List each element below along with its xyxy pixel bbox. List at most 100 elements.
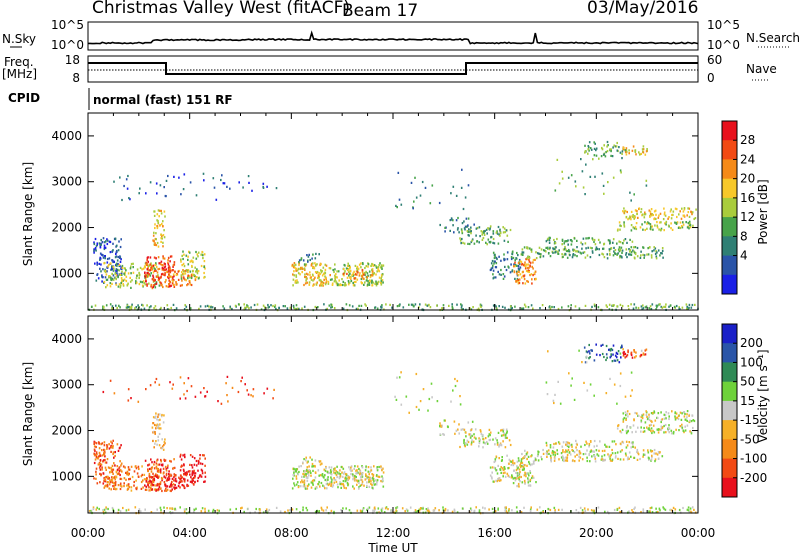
scatter-cell [664,214,667,217]
scatter-cell [237,303,240,306]
scatter-cell [112,260,114,264]
scatter-cell [592,450,594,453]
scatter-cell [140,480,143,484]
scatter-cell [147,266,149,269]
scatter-cell [116,264,118,267]
scatter-cell [640,430,642,433]
scatter-cell [519,480,521,483]
scatter-cell [611,452,614,455]
scatter-cell [295,475,298,478]
scatter-cell [296,307,299,310]
scatter-cell [644,306,647,309]
scatter-cell [128,478,130,481]
scatter-cell [115,470,118,473]
scatter-cell [252,388,255,391]
scatter-cell [193,511,195,514]
scatter-cell [516,474,519,477]
scatter-cell [586,351,589,354]
scatter-cell [163,481,166,484]
scatter-cell [177,278,180,281]
scatter-cell [106,458,109,461]
scatter-cell [467,421,470,424]
scatter-cell [623,146,625,149]
scatter-cell [529,471,532,474]
scatter-cell [157,413,160,416]
scatter-cell [165,285,168,288]
scatter-cell [500,429,502,432]
scatter-cell [329,481,331,484]
scatter-cell [653,431,656,434]
scatter-cell [674,411,677,414]
scatter-cell [189,473,191,476]
scatter-cell [268,508,271,512]
scatter-cell [344,264,346,267]
scatter-cell [524,455,526,458]
scatter-cell [683,208,686,211]
scatter-cell [195,464,198,467]
scatter-cell [444,226,446,229]
scatter-cell [254,511,256,514]
scatter-cell [303,479,306,482]
scatter-cell [512,256,515,260]
scatter-cell [301,307,303,310]
scatter-cell [693,217,695,221]
scatter-cell [647,451,650,454]
scatter-cell [104,476,107,479]
scatter-cell [182,257,184,261]
scatter-cell [613,508,616,512]
scatter-cell [528,460,530,464]
scatter-cell [380,509,383,513]
scatter-cell [379,262,381,265]
scatter-cell [626,150,628,153]
scatter-cell [202,172,205,175]
scatter-cell [547,449,550,452]
scatter-cell [348,509,351,512]
scatter-cell [279,510,282,513]
scatter-cell [344,282,346,285]
scatter-cell [642,246,645,249]
scatter-cell [268,305,270,309]
scatter-cell [339,284,342,287]
scatter-cell [368,270,371,273]
scatter-cell [656,453,659,456]
scatter-cell [463,242,466,245]
scatter-cell [515,476,518,479]
scatter-cell [631,149,634,152]
scatter-cell [203,387,205,390]
scatter-cell [497,242,500,245]
scatter-cell [473,242,476,245]
scatter-cell [372,273,375,276]
scatter-cell [466,439,469,442]
scatter-cell [160,209,162,212]
scatter-cell [179,397,181,400]
scatter-cell [183,473,185,476]
scatter-cell [147,468,149,471]
scatter-cell [374,306,377,309]
scatter-cell [198,460,200,463]
scatter-cell [112,444,114,448]
scatter-cell [117,255,119,259]
scatter-cell [267,303,269,307]
scatter-cell [645,184,648,187]
scatter-cell [570,243,573,246]
scatter-cell [101,468,103,471]
scatter-cell [305,474,307,477]
scatter-cell [324,474,326,477]
scatter-cell [361,262,364,265]
scatter-cell [165,279,167,282]
scatter-cell [333,468,336,471]
scatter-cell [365,279,368,282]
scatter-cell [148,472,151,476]
scatter-cell [628,457,630,460]
scatter-cell [618,506,621,509]
scatter-cell [428,397,431,401]
scatter-cell [570,443,573,446]
scatter-cell [686,419,688,422]
time-tick-label: 16:00 [477,526,512,540]
scatter-cell [366,481,368,484]
scatter-cell [679,226,682,230]
scatter-cell [111,506,114,510]
scatter-cell [600,155,603,158]
scatter-cell [104,479,107,482]
scatter-cell [88,510,91,513]
